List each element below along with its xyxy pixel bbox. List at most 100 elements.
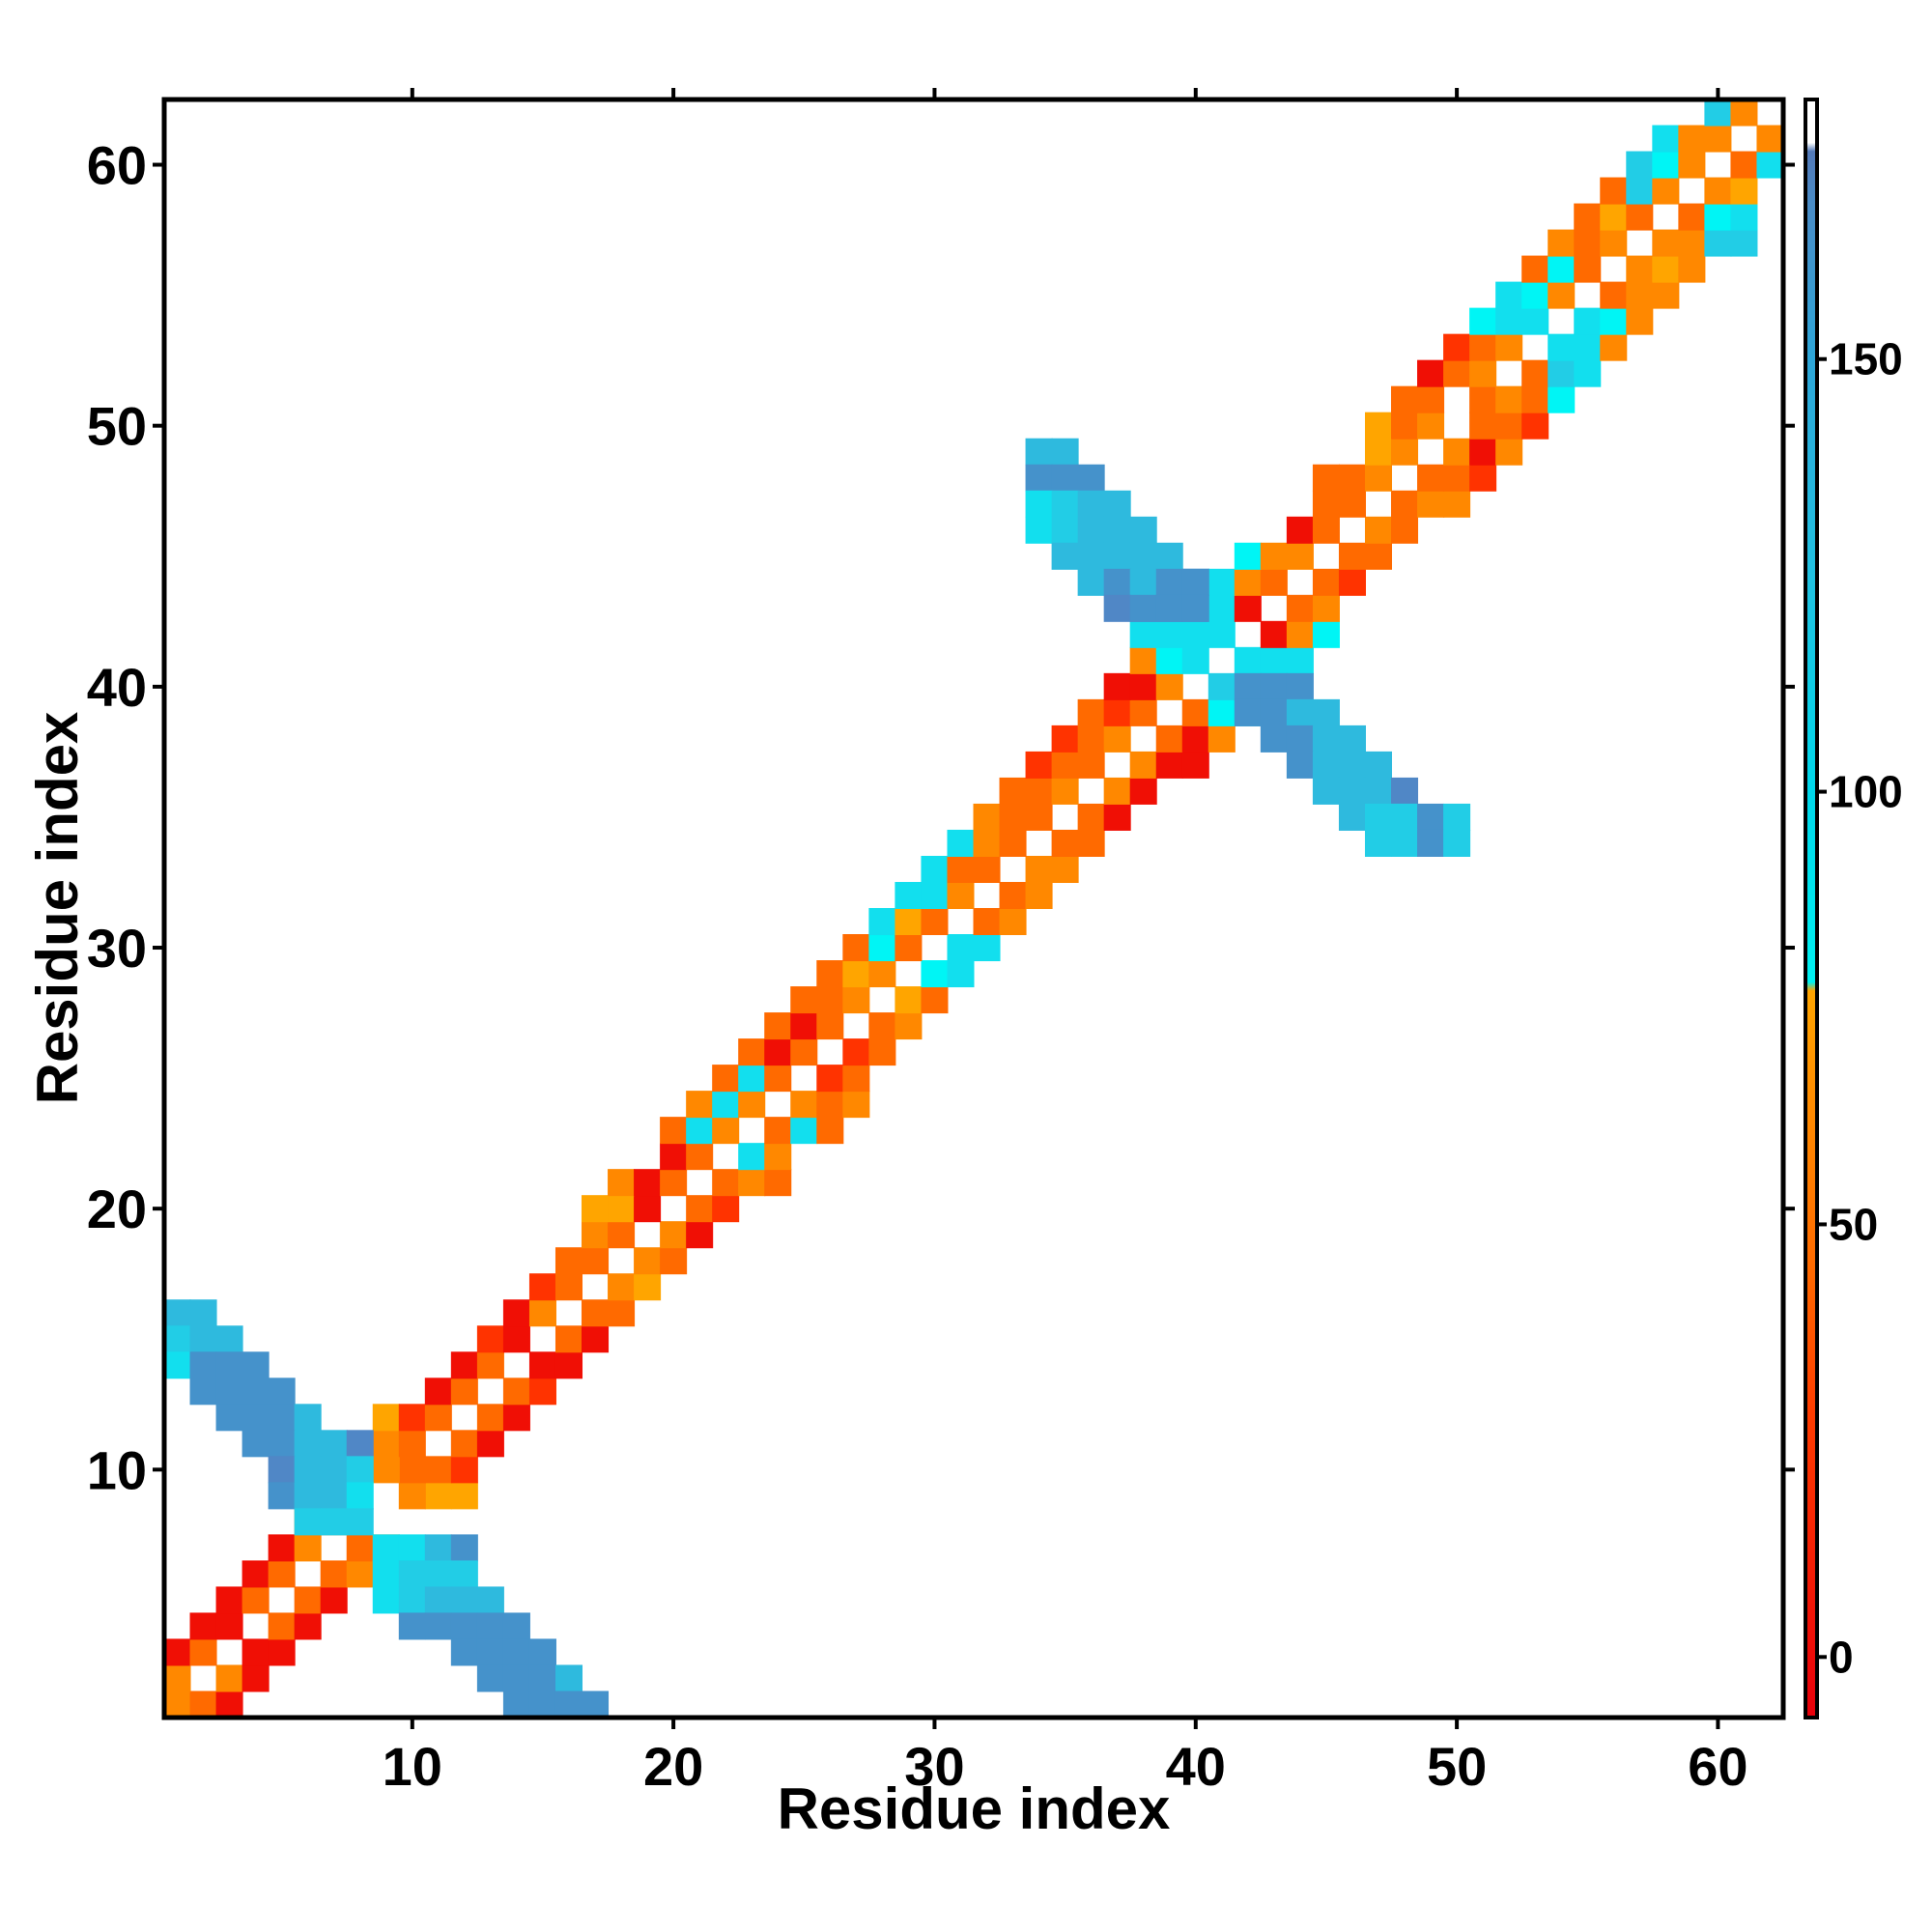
heatmap-cell [660,1117,688,1145]
heatmap-cell [1025,438,1053,466]
heatmap-cell [1469,412,1497,440]
y-tick-label: 40 [87,657,147,718]
heatmap-cell [215,1378,243,1406]
heatmap-cell [973,908,1001,936]
heatmap-cell [163,1690,191,1719]
heatmap-cell [1652,281,1680,309]
heatmap-cell [1025,464,1053,492]
heatmap-cell [921,986,949,1014]
heatmap-cell [1626,203,1654,231]
heatmap-cell [1312,698,1340,726]
heatmap-cell [450,1638,478,1666]
heatmap-cell [398,1560,426,1588]
heatmap-cell [268,1638,296,1666]
heatmap-cell [242,1664,270,1692]
heatmap-cell [1704,125,1732,153]
heatmap-cell [554,1247,583,1275]
heatmap-cell [163,1664,191,1692]
heatmap-cell [608,1273,636,1301]
heatmap-cell [1051,438,1079,466]
heatmap-cell [1077,698,1105,726]
heatmap-cell [215,1612,243,1640]
x-axis: 10 20 30 40 50 60 [383,88,1748,1797]
heatmap-cell [476,1638,504,1666]
heatmap-cell [242,1430,270,1458]
heatmap-cell [1391,777,1419,805]
heatmap-cell [738,1038,766,1066]
heatmap-cell [582,1299,610,1327]
heatmap-cell [816,1012,844,1040]
heatmap-cell [476,1325,504,1353]
heatmap-cell [320,1456,348,1484]
heatmap-cell [1338,777,1366,805]
heatmap-cell [1521,255,1549,283]
heatmap-cell [686,1117,714,1145]
colorbar: 0 50 100 150 [1804,98,1903,1719]
heatmap-cell [1574,255,1602,283]
heatmap-cell [1155,594,1183,622]
y-tick-label: 50 [87,396,147,457]
heatmap-cell [346,1456,374,1484]
heatmap-cell [1208,594,1236,622]
heatmap-cell [1652,255,1680,283]
heatmap-cell [268,1612,296,1640]
heatmap-cell [268,1456,296,1484]
heatmap-cell [764,1143,792,1171]
heatmap-cell [1443,803,1471,831]
heatmap-cell [1208,672,1236,700]
heatmap-cell [1077,803,1105,831]
heatmap-cell [1364,803,1393,831]
heatmap-cell [1286,698,1314,726]
heatmap-cell [1286,751,1314,779]
heatmap-cell [398,1430,426,1458]
heatmap-cell [842,986,870,1014]
heatmap-cell [1286,620,1314,648]
heatmap-cell [1077,516,1105,544]
heatmap-cell [842,934,870,962]
heatmap-cell [320,1586,348,1614]
heatmap-cell [424,1378,452,1406]
heatmap-cell [1678,229,1706,257]
heatmap-cell [1704,203,1732,231]
heatmap-cell [320,1560,348,1588]
heatmap-cell [528,1638,556,1666]
heatmap-cell [790,1038,818,1066]
heatmap-cell [1338,542,1366,570]
x-tick-label: 60 [1688,1736,1747,1797]
heatmap-cell [189,1690,217,1719]
heatmap-cell [816,960,844,988]
heatmap-cell [215,1325,243,1353]
heatmap-cell [215,1351,243,1379]
heatmap-cell [973,829,1001,857]
heatmap-cell [973,934,1001,962]
heatmap-cell [790,1091,818,1119]
heatmap-cell [1025,881,1053,909]
heatmap-cell [1338,724,1366,753]
heatmap-cell [947,829,975,857]
heatmap-cell [1234,542,1262,570]
heatmap-cell [476,1612,504,1640]
heatmap-cell [242,1404,270,1432]
heatmap-cell [1260,646,1288,674]
heatmap-cell [608,1221,636,1249]
heatmap-cell [554,1664,583,1692]
colorbar-tick-label: 50 [1829,1199,1878,1249]
heatmap-cell [1181,724,1209,753]
heatmap-cell [1574,307,1602,335]
heatmap-cell [816,986,844,1014]
heatmap-cell [1443,333,1471,361]
heatmap-cell [921,908,949,936]
heatmap-cell [1391,803,1419,831]
y-tick-label: 10 [87,1439,147,1500]
heatmap-cell [1364,412,1393,440]
heatmap-cell [1391,490,1419,518]
heatmap-cell [1364,464,1393,492]
heatmap-cell [294,1508,322,1536]
heatmap-cell [1208,620,1236,648]
heatmap-cell [1051,751,1079,779]
heatmap-cell [346,1508,374,1536]
heatmap-cell [999,803,1027,831]
heatmap-cell [189,1351,217,1379]
heatmap-cell [1025,855,1053,883]
heatmap-cell [1312,751,1340,779]
